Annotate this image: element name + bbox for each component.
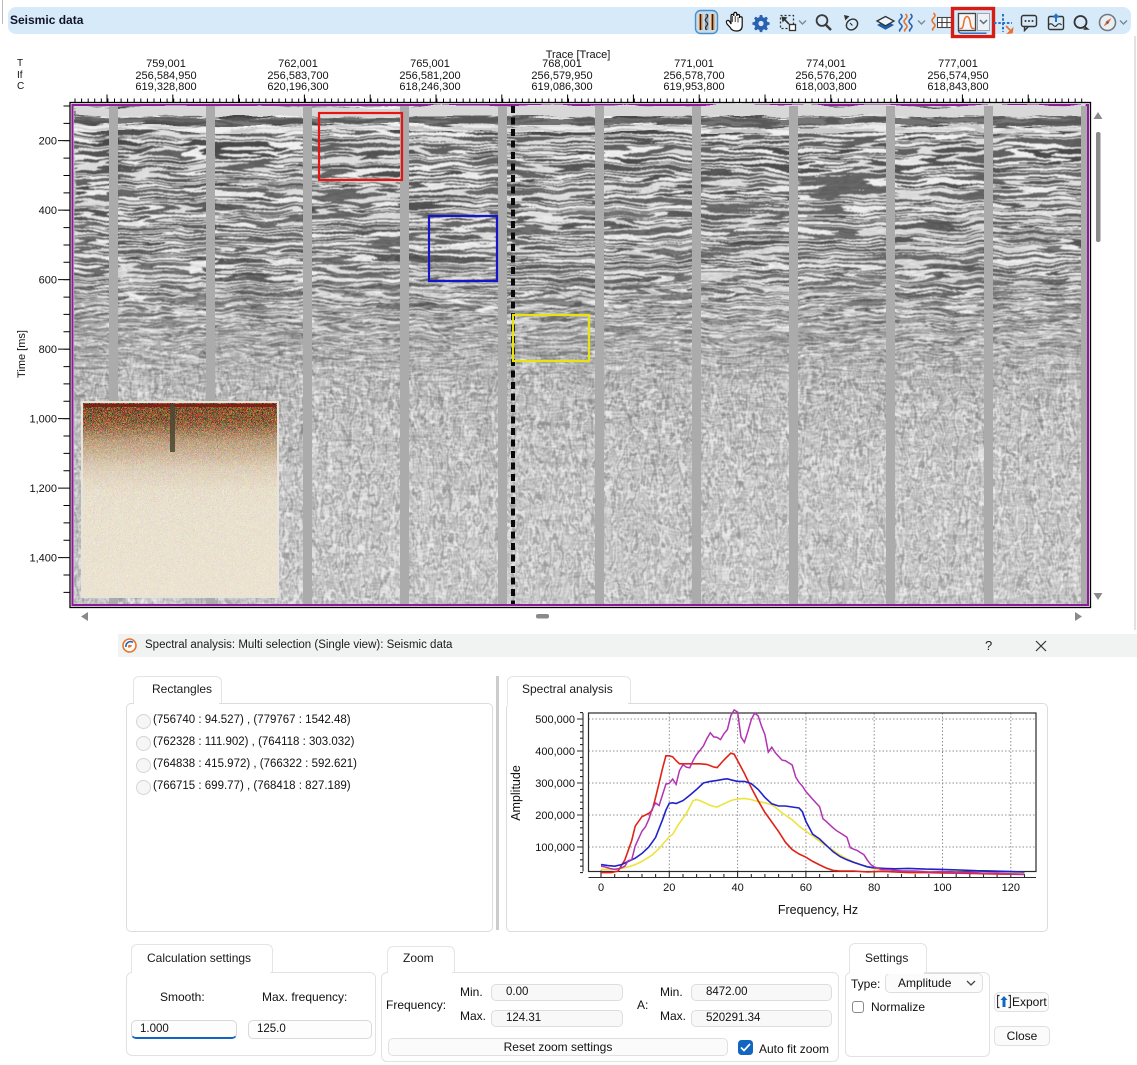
svg-text:Frequency, Hz: Frequency, Hz: [778, 903, 858, 917]
svg-text:0: 0: [598, 882, 604, 894]
svg-text:500,000: 500,000: [535, 714, 575, 726]
svg-text:100: 100: [933, 882, 951, 894]
svg-text:100,000: 100,000: [535, 842, 575, 854]
svg-text:800: 800: [39, 344, 57, 356]
svg-text:60: 60: [800, 882, 812, 894]
svg-text:1,400: 1,400: [29, 553, 57, 565]
svg-text:300,000: 300,000: [535, 778, 575, 790]
svg-text:80: 80: [868, 882, 880, 894]
svg-text:40: 40: [731, 882, 743, 894]
svg-text:400,000: 400,000: [535, 746, 575, 758]
svg-text:120: 120: [1002, 882, 1020, 894]
svg-text:Amplitude: Amplitude: [509, 765, 523, 821]
svg-text:400: 400: [39, 205, 57, 217]
svg-text:600: 600: [39, 275, 57, 287]
svg-text:20: 20: [663, 882, 675, 894]
svg-text:200,000: 200,000: [535, 810, 575, 822]
svg-text:1,000: 1,000: [29, 414, 57, 426]
svg-text:Time [ms]: Time [ms]: [16, 330, 28, 378]
svg-text:1,200: 1,200: [29, 483, 57, 495]
svg-text:200: 200: [39, 136, 57, 148]
